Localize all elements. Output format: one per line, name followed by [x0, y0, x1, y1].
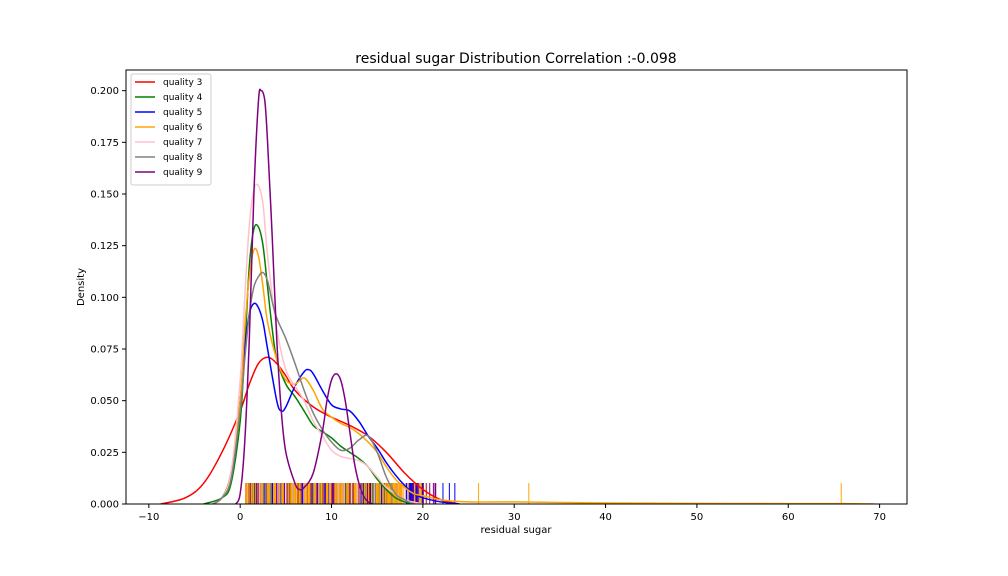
- legend-label: quality 8: [163, 153, 203, 163]
- y-tick-label: 0.200: [90, 86, 119, 97]
- density-line-quality-8: [212, 271, 415, 504]
- x-tick-label: 20: [417, 512, 430, 523]
- x-tick-label: −10: [138, 512, 159, 523]
- x-axis: −10 0 10 20 30 40 50 60 70: [138, 504, 886, 523]
- density-lines: [160, 88, 876, 504]
- legend-label: quality 5: [163, 108, 202, 118]
- x-tick-label: 70: [873, 512, 886, 523]
- y-tick-label: 0.150: [90, 190, 119, 201]
- density-line-quality-4: [203, 223, 414, 504]
- x-tick-label: 30: [508, 512, 521, 523]
- x-tick-label: 40: [599, 512, 612, 523]
- y-axis-label: Density: [76, 268, 87, 306]
- y-axis: 0.000 0.025 0.050 0.075 0.100 0.125 0.150 0.175…: [90, 86, 126, 511]
- y-tick-label: 0.025: [90, 448, 119, 459]
- x-tick-label: 50: [691, 512, 704, 523]
- y-tick-label: 0.175: [90, 138, 119, 149]
- density-line-quality-3: [160, 356, 460, 504]
- legend-label: quality 9: [163, 168, 203, 178]
- legend-label: quality 7: [163, 138, 202, 148]
- legend: quality 3 quality 4 quality 5 quality 6 qual…: [130, 73, 212, 186]
- density-line-quality-7: [212, 183, 424, 504]
- x-tick-label: 0: [237, 512, 243, 523]
- y-tick-label: 0.125: [90, 241, 119, 252]
- x-tick-label: 10: [325, 512, 338, 523]
- y-tick-label: 0.100: [90, 293, 119, 304]
- y-tick-label: 0.050: [90, 396, 119, 407]
- y-tick-label: 0.000: [90, 500, 119, 511]
- density-line-quality-6: [212, 247, 876, 504]
- density-line-quality-9: [234, 88, 373, 504]
- legend-label: quality 4: [163, 93, 203, 103]
- legend-label: quality 6: [163, 123, 203, 133]
- rug-marks: [245, 483, 842, 504]
- x-axis-label: residual sugar: [481, 525, 553, 536]
- x-tick-label: 60: [782, 512, 795, 523]
- y-tick-label: 0.075: [90, 345, 119, 356]
- chart-title: residual sugar Distribution Correlation …: [355, 51, 676, 67]
- plot-frame: [125, 69, 908, 505]
- legend-label: quality 3: [163, 78, 202, 88]
